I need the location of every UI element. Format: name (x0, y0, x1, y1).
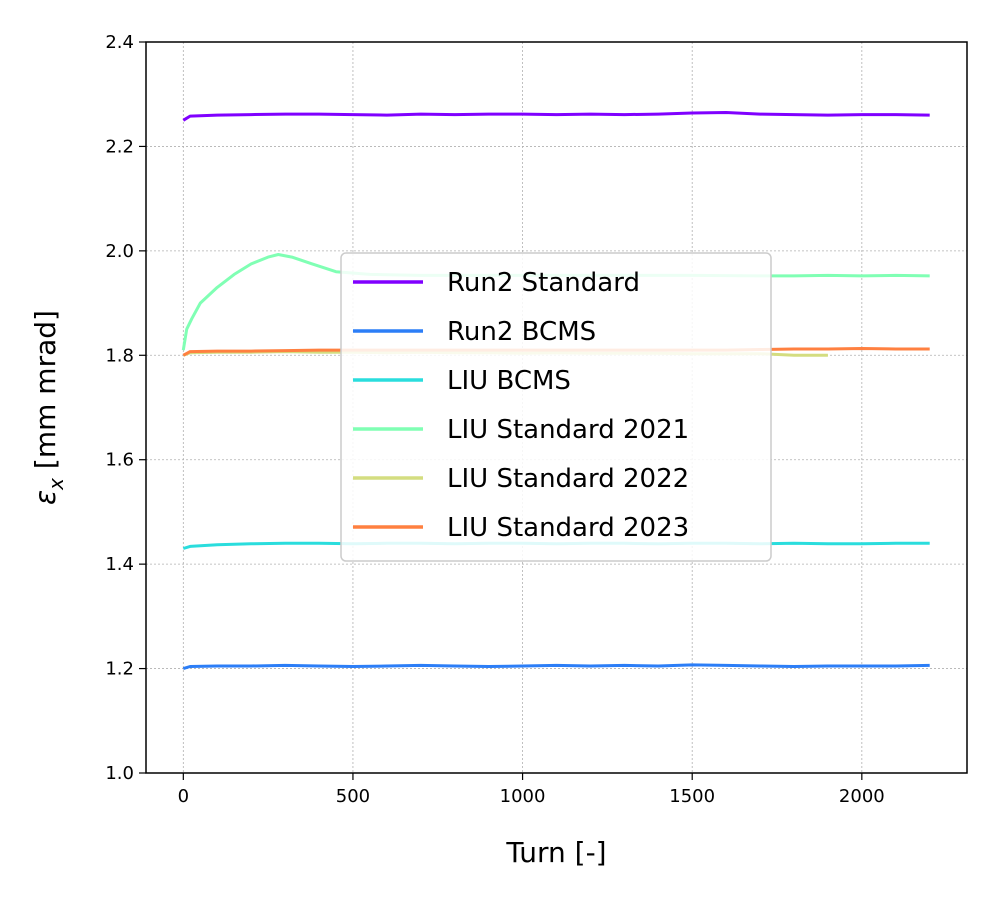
y-axis-label-subscript: x (44, 478, 68, 491)
y-axis-label-symbol: ε (29, 490, 62, 505)
y-tick-label: 1.2 (105, 659, 134, 680)
legend-label: LIU BCMS (447, 366, 571, 396)
y-axis-ticks: 1.0 1.2 1.4 1.6 1.8 2.0 2.2 2.4 (105, 32, 146, 784)
y-tick-label: 2.4 (105, 32, 134, 53)
y-axis-label-unit: [mm mrad] (29, 310, 62, 478)
x-tick-label: 1500 (669, 786, 715, 807)
y-tick-label: 2.2 (105, 136, 134, 157)
legend-label: LIU Standard 2022 (447, 464, 689, 494)
x-axis-ticks: 0 500 1000 1500 2000 (178, 773, 885, 807)
y-axis-label: εx [mm mrad] (29, 310, 68, 505)
x-axis-label: Turn [-] (505, 836, 606, 869)
y-tick-label: 1.4 (105, 554, 134, 575)
x-tick-label: 0 (178, 786, 189, 807)
legend-label: Run2 Standard (447, 268, 640, 298)
legend-box (340, 252, 772, 562)
x-tick-label: 2000 (839, 786, 885, 807)
x-tick-label: 500 (336, 786, 370, 807)
legend-label: LIU Standard 2023 (447, 513, 689, 543)
series-line (182, 111, 930, 122)
y-tick-label: 1.0 (105, 763, 134, 784)
legend: Run2 Standard Run2 BCMS LIU BCMS LIU Standa… (340, 252, 772, 562)
x-tick-label: 1000 (500, 786, 546, 807)
y-tick-label: 1.6 (105, 450, 134, 471)
series-line (182, 663, 930, 671)
y-tick-label: 1.8 (105, 345, 134, 366)
legend-label: LIU Standard 2021 (447, 415, 689, 445)
y-tick-label: 2.0 (105, 241, 134, 262)
plot-frame (145, 41, 968, 774)
legend-label: Run2 BCMS (447, 317, 596, 347)
